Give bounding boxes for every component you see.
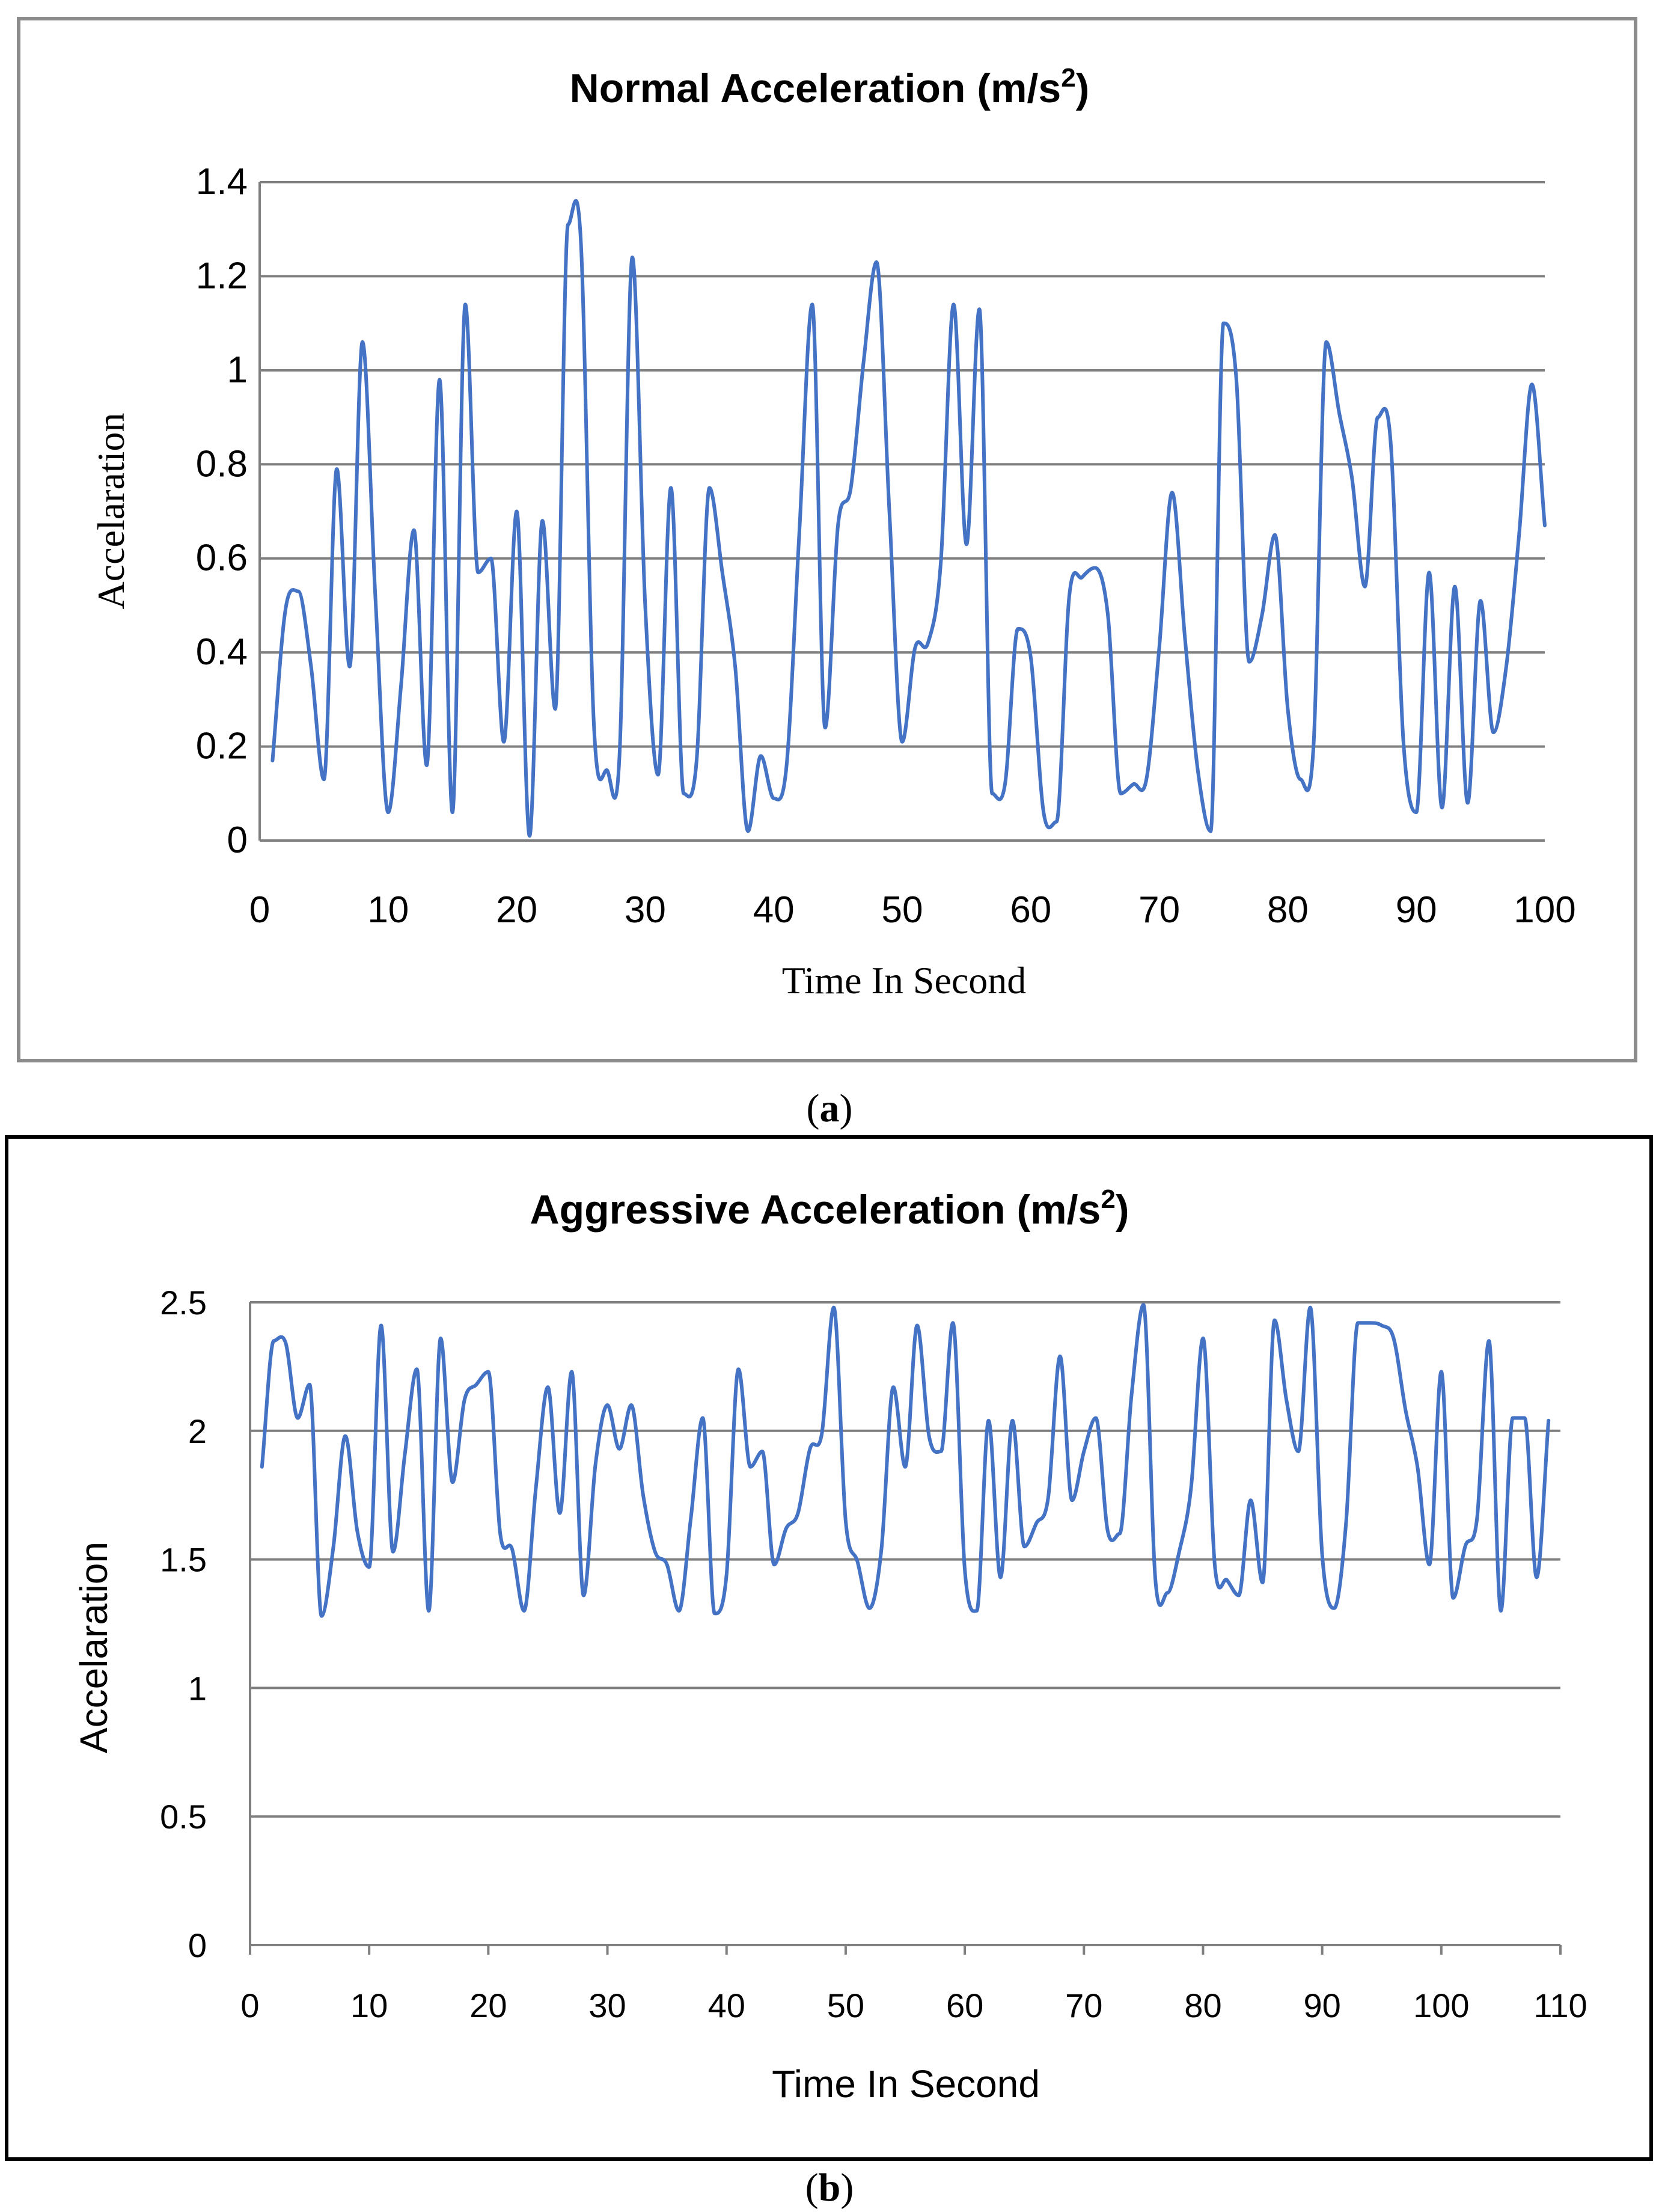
chart-b-ytick-label: 1 <box>188 1669 207 1707</box>
chart-b-title: Aggressive Acceleration (m/s2) <box>530 1184 1129 1233</box>
chart-a-xtick-label: 70 <box>1138 889 1180 931</box>
chart-a-ytick-label: 0.8 <box>196 443 248 485</box>
chart-a-ytick-label: 1 <box>227 349 248 391</box>
chart-a-ytick-label: 0.6 <box>196 538 248 579</box>
chart-a-ylabel: Accelaration <box>90 413 132 610</box>
chart-b-xtick-label: 30 <box>588 1987 626 2024</box>
chart-a-xtick-label: 30 <box>625 889 666 931</box>
chart-a-series-line <box>270 199 1547 838</box>
chart-b-ytick-label: 0.5 <box>160 1798 207 1836</box>
chart-b-xtick-label: 40 <box>708 1987 745 2024</box>
chart-b-xtick-label: 90 <box>1303 1987 1340 2024</box>
chart-b-xtick-label: 60 <box>946 1987 983 2024</box>
chart-b-ylabel: Accelaration <box>72 1542 115 1753</box>
chart-b-xtick-label: 10 <box>350 1987 388 2024</box>
chart-a-xtick-label: 80 <box>1267 889 1309 931</box>
chart-b-xtick-label: 0 <box>240 1987 259 2024</box>
chart-b-xtick-label: 80 <box>1184 1987 1221 2024</box>
chart-b-xtick-label: 70 <box>1065 1987 1102 2024</box>
chart-a-ytick-label: 0 <box>227 820 248 861</box>
chart-b-xlabel: Time In Second <box>772 2062 1040 2106</box>
caption-a: (a) <box>807 1086 853 1130</box>
chart-a-xtick-label: 20 <box>496 889 537 931</box>
chart-b-xtick-label: 20 <box>469 1987 507 2024</box>
chart-a-ytick-label: 1.2 <box>196 255 248 296</box>
chart-b-ytick-label: 1.5 <box>160 1541 207 1579</box>
chart-a-ytick-label: 0.2 <box>196 726 248 767</box>
chart-a-title: Normal Acceleration (m/s2) <box>570 63 1090 111</box>
chart-a-xtick-label: 60 <box>1010 889 1051 931</box>
chart-b-ytick-label: 2 <box>188 1412 207 1450</box>
chart-b-xtick-label: 100 <box>1413 1987 1469 2024</box>
chart-a-xtick-label: 10 <box>367 889 409 931</box>
chart-b-plot: 0 0.5 1 1.5 2 2.5 0 10 20 30 40 50 60 70 80 90 100 110 <box>160 1284 1587 2024</box>
chart-a-xtick-label: 40 <box>753 889 795 931</box>
chart-a-xlabel: Time In Second <box>782 959 1027 1002</box>
chart-b-ytick-label: 2.5 <box>160 1284 207 1322</box>
chart-a-xtick-label: 100 <box>1514 889 1575 931</box>
chart-a-xtick-label: 50 <box>882 889 923 931</box>
chart-b-xtick-label: 110 <box>1533 1987 1587 2024</box>
chart-a-frame <box>17 17 1637 1062</box>
chart-a-ytick-label: 1.4 <box>196 161 248 203</box>
chart-a-xtick-label: 90 <box>1396 889 1437 931</box>
chart-b-series-line <box>260 1303 1551 1618</box>
chart-b-frame <box>5 1135 1653 2161</box>
chart-b-ytick-label: 0 <box>188 1926 207 1964</box>
chart-b-xtick-label: 50 <box>827 1987 864 2024</box>
caption-b: (b) <box>805 2166 854 2210</box>
chart-a-ytick-label: 0.4 <box>196 631 248 673</box>
chart-a-plot: 0 0.2 0.4 0.6 0.8 1 1.2 1.4 0 10 20 30 40 50 60 70 80 90 1… <box>196 161 1576 931</box>
chart-a-xtick-label: 0 <box>249 889 270 931</box>
